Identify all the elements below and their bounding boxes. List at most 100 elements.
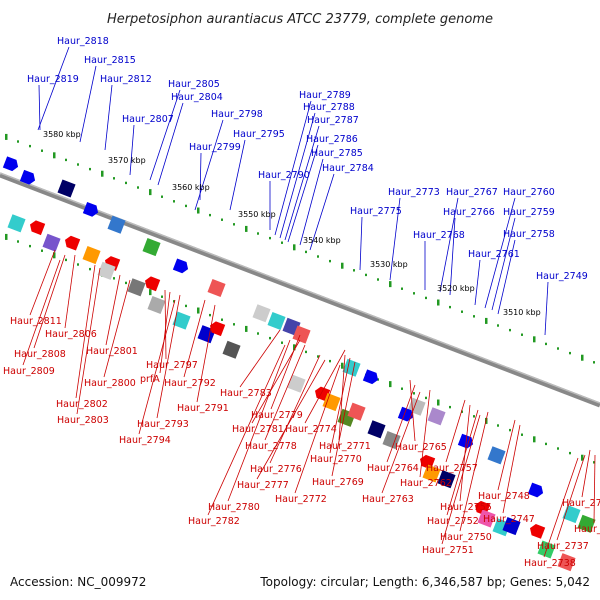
reverse-gene-label[interactable]: Haur_2772 <box>275 494 327 505</box>
reverse-gene-label[interactable]: Haur_2748 <box>478 491 530 502</box>
tick-mark <box>185 204 187 208</box>
tick-mark <box>317 255 319 258</box>
reverse-gene-label[interactable]: Haur_2782 <box>188 516 240 527</box>
tick-mark <box>53 252 56 259</box>
reverse-gene-label[interactable]: Haur_2792 <box>164 378 216 389</box>
tick-mark <box>341 262 344 269</box>
reverse-gene-label[interactable]: Haur_2780 <box>208 502 260 513</box>
gene-box-shape <box>57 179 76 198</box>
gene-arrow <box>397 406 414 422</box>
forward-gene-label[interactable]: Haur_2768 <box>413 230 465 241</box>
forward-gene-label[interactable]: Haur_2758 <box>503 229 555 240</box>
reverse-gene-label[interactable]: Haur_2777 <box>237 480 289 491</box>
tick-mark <box>521 333 523 336</box>
forward-gene-label[interactable]: Haur_2812 <box>100 74 152 85</box>
tick-mark <box>149 289 152 296</box>
reverse-gene-label[interactable]: Haur_2747 <box>483 514 535 525</box>
forward-gene-label[interactable]: Haur_2819 <box>27 74 79 85</box>
gene-arrow-shape <box>457 433 474 449</box>
forward-gene-label[interactable]: Haur_2773 <box>388 187 440 198</box>
reverse-leader <box>138 299 176 435</box>
reverse-gene-label[interactable]: Haur_2778 <box>245 441 297 452</box>
forward-gene-label[interactable]: Haur_2761 <box>468 249 520 260</box>
forward-gene-label[interactable]: Haur_2799 <box>189 142 241 153</box>
reverse-gene-label[interactable]: Haur_2769 <box>312 477 364 488</box>
forward-gene-label[interactable]: Haur_2749 <box>536 271 588 282</box>
forward-gene-label[interactable]: Haur_2785 <box>311 148 363 159</box>
forward-gene-label[interactable]: Haur_2798 <box>211 109 263 120</box>
reverse-gene-label[interactable]: Haur_2763 <box>362 494 414 505</box>
forward-gene-label[interactable]: Haur_2786 <box>306 134 358 145</box>
reverse-gene-label[interactable]: prfA <box>140 374 160 385</box>
forward-gene-label[interactable]: Haur_2789 <box>299 90 351 101</box>
gene-box <box>477 509 496 528</box>
reverse-leader <box>441 414 481 545</box>
reverse-gene-label[interactable]: Haur_2783 <box>220 388 272 399</box>
gene-box-shape <box>287 374 306 393</box>
forward-gene-label[interactable]: Haur_2787 <box>307 115 359 126</box>
reverse-gene-label[interactable]: Haur_2776 <box>250 464 302 475</box>
reverse-gene-label[interactable]: Haur_2771 <box>319 441 371 452</box>
forward-gene-label[interactable]: Haur_2784 <box>322 163 374 174</box>
reverse-gene-label[interactable]: Haur_2808 <box>14 349 66 360</box>
reverse-gene-label[interactable]: Haur_2757 <box>426 463 478 474</box>
reverse-gene-label[interactable]: Haur_2765 <box>395 442 447 453</box>
reverse-gene-label[interactable]: Haur_2809 <box>3 366 55 377</box>
forward-leader <box>474 259 481 306</box>
forward-leader <box>229 139 246 211</box>
reverse-gene-label[interactable]: Haur_2755 <box>440 502 492 513</box>
reverse-gene-label[interactable]: Haur_2794 <box>119 435 171 446</box>
forward-gene-label[interactable]: Haur_2767 <box>446 187 498 198</box>
tick-mark <box>461 310 463 313</box>
forward-leader <box>194 119 224 211</box>
forward-gene-label[interactable]: Haur_2760 <box>503 187 555 198</box>
tick-mark <box>509 328 511 332</box>
reverse-gene-label[interactable]: Haur_2751 <box>422 545 474 556</box>
tick-mark <box>5 233 8 240</box>
forward-gene-label[interactable]: Haur_2790 <box>258 170 310 181</box>
forward-gene-label[interactable]: Haur_2766 <box>443 207 495 218</box>
reverse-gene-label[interactable]: Haur_2752 <box>427 516 479 527</box>
reverse-gene-label[interactable]: Haur_2797 <box>146 360 198 371</box>
reverse-gene-label[interactable]: Haur_2774 <box>285 424 337 435</box>
reverse-gene-label[interactable]: Haur_2750 <box>440 532 492 543</box>
tick-mark <box>485 317 488 324</box>
reverse-gene-label[interactable]: Haur_2736 <box>574 524 600 535</box>
tick-mark <box>497 424 499 427</box>
tick-mark <box>221 218 223 221</box>
forward-gene-label[interactable]: Haur_2807 <box>122 114 174 125</box>
reverse-gene-label[interactable]: Haur_2803 <box>57 415 109 426</box>
forward-gene-label[interactable]: Haur_2805 <box>168 79 220 90</box>
reverse-gene-label[interactable]: Haur_2800 <box>84 378 136 389</box>
tick-mark <box>17 140 19 143</box>
reverse-gene-label[interactable]: Haur_2764 <box>367 463 419 474</box>
tick-mark <box>569 351 571 355</box>
reverse-gene-label[interactable]: Haur_2811 <box>10 316 62 327</box>
forward-gene-label[interactable]: Haur_2804 <box>171 92 223 103</box>
forward-gene-label[interactable]: Haur_2818 <box>57 36 109 47</box>
reverse-gene-label[interactable]: Haur_2762 <box>400 478 452 489</box>
reverse-gene-label[interactable]: Haur_2770 <box>310 454 362 465</box>
reverse-gene-label[interactable]: Haur_2739 <box>562 498 600 509</box>
gene-box <box>252 304 271 323</box>
reverse-leader <box>183 299 206 378</box>
reverse-gene-label[interactable]: Haur_2791 <box>177 403 229 414</box>
scale-label: 3570 kbp <box>108 156 146 165</box>
forward-gene-label[interactable]: Haur_2759 <box>503 207 555 218</box>
reverse-leader <box>556 454 586 541</box>
reverse-gene-label[interactable]: Haur_2737 <box>537 541 589 552</box>
reverse-gene-label[interactable]: Haur_2806 <box>45 329 97 340</box>
forward-gene-label[interactable]: Haur_2815 <box>84 55 136 66</box>
reverse-leader <box>386 384 416 463</box>
reverse-gene-label[interactable]: Haur_2793 <box>137 419 189 430</box>
forward-gene-label[interactable]: Haur_2775 <box>350 206 402 217</box>
gene-box-shape <box>422 464 441 483</box>
forward-gene-label[interactable]: Haur_2788 <box>303 102 355 113</box>
reverse-gene-label[interactable]: Haur_2781 <box>232 424 284 435</box>
forward-gene-label[interactable]: Haur_2795 <box>233 129 285 140</box>
reverse-gene-label[interactable]: Haur_2738 <box>524 558 576 569</box>
reverse-gene-label[interactable]: Haur_2779 <box>251 410 303 421</box>
gene-box-shape <box>267 311 286 331</box>
reverse-gene-label[interactable]: Haur_2801 <box>86 346 138 357</box>
reverse-gene-label[interactable]: Haur_2802 <box>56 399 108 410</box>
